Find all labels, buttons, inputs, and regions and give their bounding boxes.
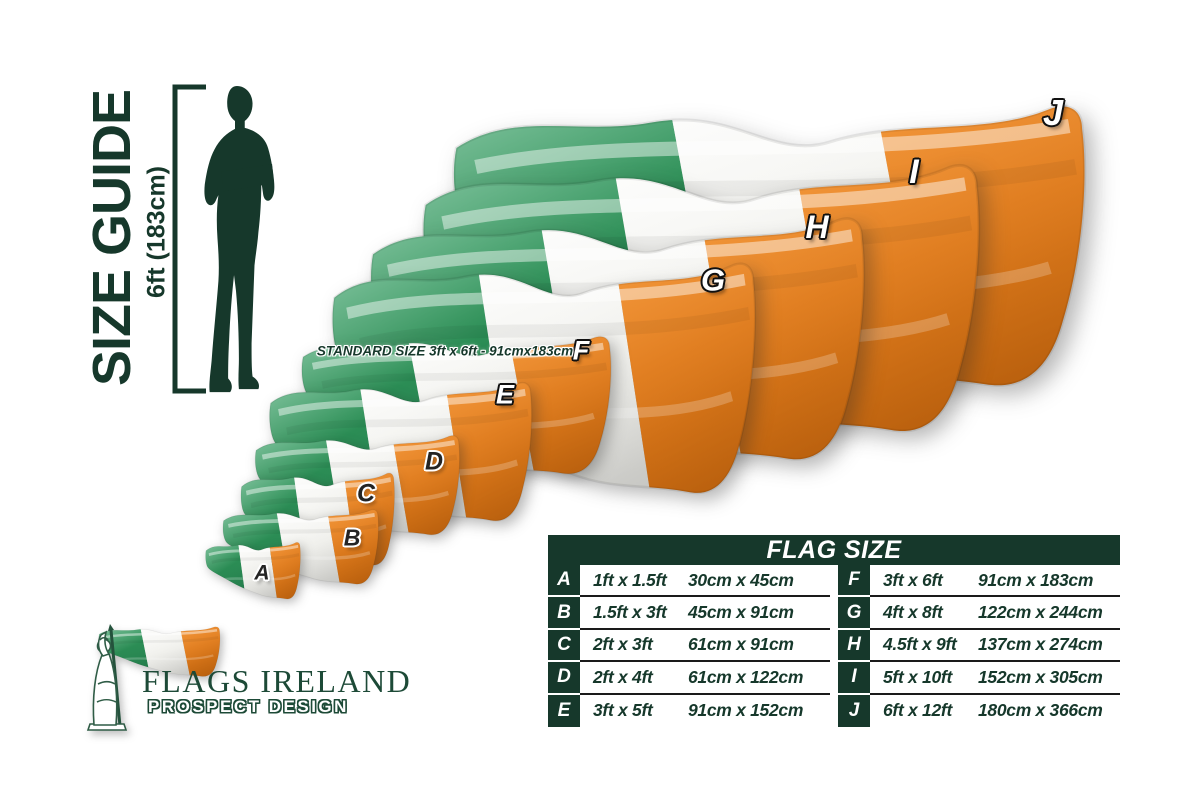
size-values-cell: 1.5ft x 3ft 45cm x 91cm [580,597,830,630]
size-label-cell: A [548,565,580,598]
flag-letter-c: C [356,479,376,508]
logo-statue-icon [86,630,128,731]
table-row: G 4ft x 8ft 122cm x 244cm [838,597,1120,630]
size-label-cell: I [838,662,870,695]
person-silhouette [204,85,275,393]
imperial-size: 6ft x 12ft [883,700,952,721]
standard-size-note: STANDARD SIZE 3ft x 6ft - 91cmx183cm [316,343,574,359]
height-bracket [172,84,206,394]
flag-letter-j: J [1042,92,1064,133]
table-row: B 1.5ft x 3ft 45cm x 91cm [548,597,830,630]
size-values-cell: 3ft x 5ft 91cm x 152cm [580,694,830,727]
size-values-cell: 4ft x 8ft 122cm x 244cm [870,597,1120,630]
metric-size: 152cm x 305cm [978,666,1103,687]
person-height-label: 6ft (183cm) [142,166,171,298]
table-columns: A 1ft x 1.5ft 30cm x 45cm B 1.5ft x 3ft … [548,565,1120,727]
imperial-size: 2ft x 3ft [593,634,653,655]
size-values-cell: 1ft x 1.5ft 30cm x 45cm [580,565,830,598]
size-label-cell: B [548,597,580,630]
size-label-cell: D [548,662,580,695]
metric-size: 91cm x 183cm [978,569,1094,590]
imperial-size: 3ft x 6ft [883,569,943,590]
size-values-cell: 6ft x 12ft 180cm x 366cm [870,694,1120,727]
flag-letter-h: H [805,209,829,245]
size-values-cell: 5ft x 10ft 152cm x 305cm [870,662,1120,695]
metric-size: 61cm x 122cm [688,666,804,687]
metric-size: 45cm x 91cm [688,602,794,623]
table-row: A 1ft x 1.5ft 30cm x 45cm [548,565,830,598]
imperial-size: 1.5ft x 3ft [593,602,667,623]
size-label-cell: F [838,565,870,598]
imperial-size: 2ft x 4ft [593,666,653,687]
imperial-size: 3ft x 5ft [593,700,653,721]
size-guide-title: SIZE GUIDE [82,89,142,387]
size-values-cell: 2ft x 4ft 61cm x 122cm [580,662,830,695]
size-values-cell: 2ft x 3ft 61cm x 91cm [580,629,830,663]
metric-size: 137cm x 274cm [978,634,1103,655]
imperial-size: 4ft x 8ft [883,602,943,623]
table-column-group-1: A 1ft x 1.5ft 30cm x 45cm B 1.5ft x 3ft … [548,565,830,727]
logo-spear-tip [108,624,114,631]
flag-letter-d: D [424,447,444,476]
brand-name: FLAGS IRELAND [142,663,412,699]
table-column-group-2: F 3ft x 6ft 91cm x 183cm G 4ft x 8ft 122… [838,565,1120,727]
table-row: F 3ft x 6ft 91cm x 183cm [838,565,1120,598]
imperial-size: 5ft x 10ft [883,666,952,687]
flag-letter-f: F [572,335,590,366]
flag-letter-i: I [909,153,919,191]
table-title: FLAG SIZE [548,535,1120,565]
flag-letter-b: B [343,524,361,551]
metric-size: 180cm x 366cm [978,700,1103,721]
imperial-size: 1ft x 1.5ft [593,569,667,590]
size-label-cell: G [838,597,870,630]
table-row: E 3ft x 5ft 91cm x 152cm [548,694,830,727]
flag-letter-e: E [495,379,515,410]
logo-graphic [86,622,228,731]
table-row: I 5ft x 10ft 152cm x 305cm [838,662,1120,695]
flag-letter-g: G [700,262,726,298]
metric-size: 30cm x 45cm [688,569,794,590]
flag-size-table: FLAG SIZE A 1ft x 1.5ft 30cm x 45cm B 1.… [548,535,1120,727]
imperial-size: 4.5ft x 9ft [883,634,957,655]
flag-letter-a: A [254,561,270,585]
size-label-cell: H [838,629,870,663]
brand-tagline: PROSPECT DESIGN [148,697,349,716]
table-row: J 6ft x 12ft 180cm x 366cm [838,694,1120,727]
size-values-cell: 4.5ft x 9ft 137cm x 274cm [870,629,1120,663]
table-row: D 2ft x 4ft 61cm x 122cm [548,662,830,695]
table-row: H 4.5ft x 9ft 137cm x 274cm [838,629,1120,663]
size-label-cell: C [548,629,580,663]
brand-logo: FLAGS IRELAND PROSPECT DESIGN [78,620,423,740]
size-label-cell: J [838,694,870,727]
metric-size: 61cm x 91cm [688,634,794,655]
size-values-cell: 3ft x 6ft 91cm x 183cm [870,565,1120,598]
metric-size: 122cm x 244cm [978,602,1103,623]
metric-size: 91cm x 152cm [688,700,804,721]
size-label-cell: E [548,694,580,727]
table-row: C 2ft x 3ft 61cm x 91cm [548,629,830,663]
